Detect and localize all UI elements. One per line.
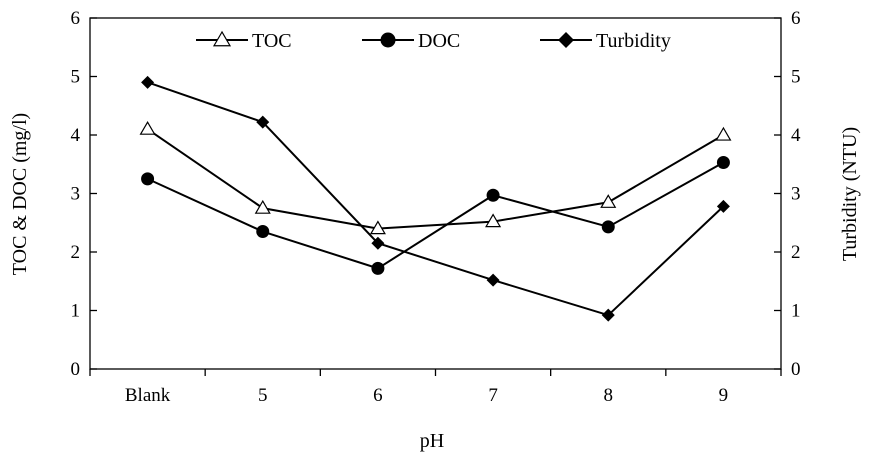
turbidity-point [371,236,385,250]
right-y-axis: 0 1 2 3 4 5 6 [774,8,801,380]
doc-point [141,172,155,186]
turbidity-point [601,308,615,322]
plot-border [89,17,782,370]
turbidity-line [147,81,725,317]
right-y-tick-label: 6 [791,8,801,29]
x-tick-label: 5 [258,385,268,406]
x-axis: Blank 5 6 7 8 9 [89,369,782,406]
left-y-tick-label: 5 [71,67,81,88]
toc-series [139,120,732,235]
legend: TOC DOC Turbidity [196,30,671,52]
left-y-tick-label: 3 [71,184,81,205]
doc-point [601,220,615,234]
right-y-tick-label: 3 [791,184,801,205]
turbidity-point [716,199,730,213]
left-y-tick-label: 1 [71,301,81,322]
left-y-tick-label: 4 [71,125,81,146]
x-tick-label: 9 [719,385,729,406]
doc-line [147,161,724,270]
x-axis-title: pH [420,430,444,452]
toc-line [147,128,724,230]
legend-marker [212,30,232,47]
legend-marker [380,32,396,48]
doc-point [486,188,500,202]
toc-point [254,199,271,214]
legend-marker [558,32,574,48]
right-y-tick-label: 5 [791,67,801,88]
turbidity-point [486,273,500,287]
series-layer [139,75,732,322]
legend-item-turbidity: Turbidity [540,30,671,52]
right-y-tick-label: 0 [791,359,801,380]
legend-label-toc: TOC [252,30,292,52]
left-y-tick-label: 2 [71,242,81,263]
left-y-tick-label: 0 [71,359,81,380]
toc-point [600,194,617,208]
plot-frame [89,17,782,370]
doc-point [371,261,385,275]
doc-series [141,155,730,275]
x-tick-label: Blank [125,385,171,406]
legend-label-turbidity: Turbidity [596,30,671,52]
toc-point [485,213,502,228]
doc-point [716,155,730,169]
right-y-axis-title: Turbidity (NTU) [839,127,861,261]
turbidity-series [141,75,730,322]
turbidity-point [141,75,155,89]
left-y-axis: 0 1 2 3 4 5 6 [71,8,97,380]
legend-label-doc: DOC [418,30,460,52]
toc-point [715,126,732,141]
x-tick-label: 7 [488,385,498,406]
left-y-tick-label: 6 [71,8,81,29]
x-tick-label: 8 [604,385,614,406]
x-tick-label: 6 [373,385,383,406]
doc-point [256,225,270,239]
right-y-tick-label: 4 [791,125,801,146]
left-y-axis-title: TOC & DOC (mg/l) [9,113,31,275]
turbidity-point [256,115,270,129]
toc-point [369,220,386,235]
right-y-tick-label: 1 [791,301,801,322]
toc-point [139,120,156,135]
right-y-tick-label: 2 [791,242,801,263]
legend-item-doc: DOC [362,30,460,52]
legend-item-toc: TOC [196,30,292,52]
